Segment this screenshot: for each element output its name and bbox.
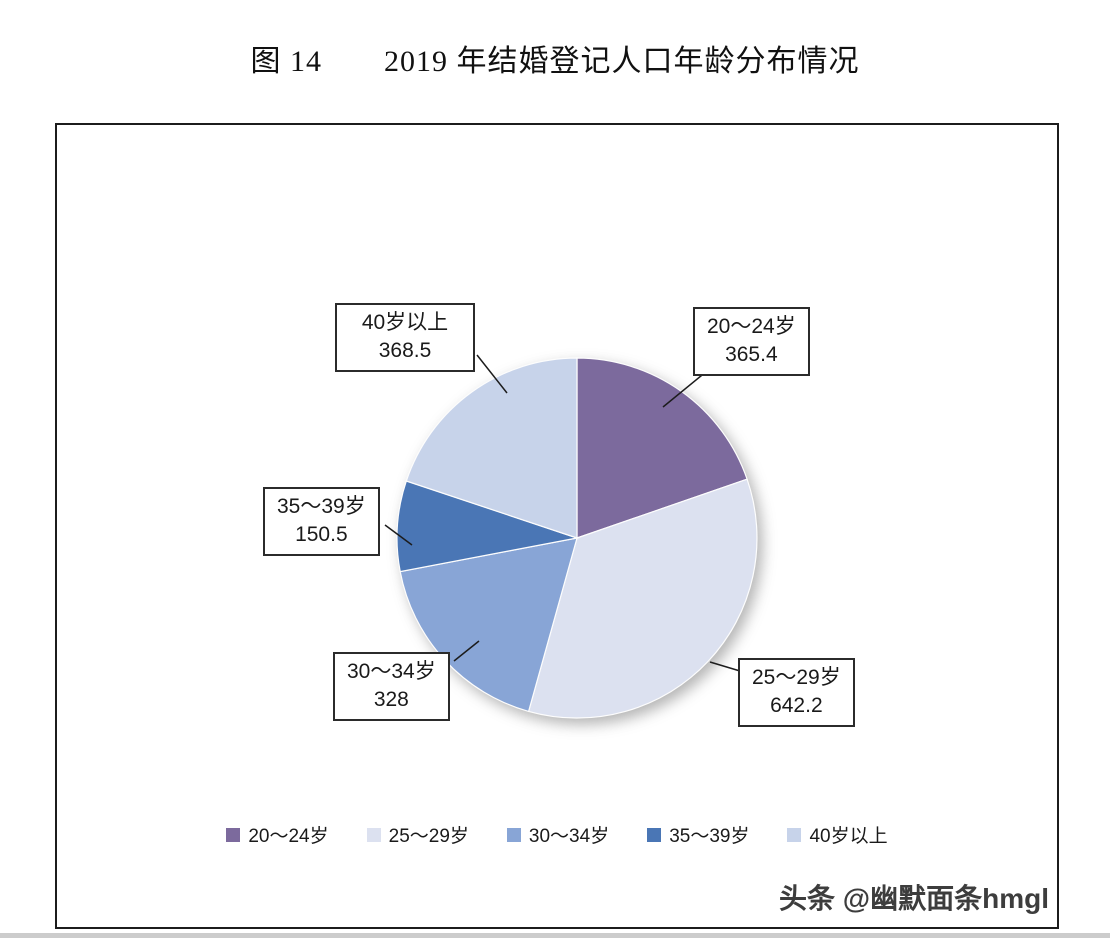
callout-label: 25～29岁 <box>752 666 841 689</box>
callout-label: 30～34岁 <box>347 660 436 683</box>
bottom-divider <box>0 933 1110 938</box>
callout-25-29: 25～29岁 642.2 <box>738 658 855 727</box>
callout-value: 150.5 <box>295 523 348 547</box>
callout-value: 642.2 <box>770 694 823 718</box>
legend-label: 30～34岁 <box>528 826 610 847</box>
pie-chart-svg <box>384 354 758 719</box>
callout-leader-line <box>453 640 480 662</box>
legend-label: 40岁以上 <box>809 826 888 847</box>
legend-swatch <box>506 827 521 842</box>
callout-40-plus: 40岁以上 368.5 <box>335 303 475 372</box>
legend-label: 20～24岁 <box>248 826 329 847</box>
watermark: 头条 @幽默面条hmgl <box>779 883 1049 914</box>
legend-item-1: 20～24岁 <box>226 821 329 848</box>
chart-frame: 40岁以上 368.5 20～24岁 365.4 35～39岁 150.5 30… <box>55 123 1059 929</box>
callout-leader-line <box>709 661 741 672</box>
callout-30-34: 30～34岁 328 <box>333 652 450 721</box>
callout-value: 368.5 <box>378 339 432 363</box>
legend-item-4: 35～39岁 <box>647 821 749 848</box>
callout-label: 40岁以上 <box>361 311 449 334</box>
callout-leader-line <box>476 354 508 394</box>
pie-group <box>396 357 758 719</box>
callout-value: 328 <box>373 688 409 712</box>
figure-title: 图 14 2019 年结婚登记人口年龄分布情况 <box>250 45 860 78</box>
callout-35-39: 35～39岁 150.5 <box>263 487 380 556</box>
legend-item-2: 25～29岁 <box>366 821 469 848</box>
legend-item-3: 30～34岁 <box>506 821 610 848</box>
legend: 20～24岁 25～29岁 30～34岁 35～39岁 40岁以上 <box>57 821 1057 848</box>
callout-label: 35～39岁 <box>277 495 366 518</box>
pie-slice-5 <box>405 357 578 539</box>
callout-label: 20～24岁 <box>707 315 796 338</box>
legend-swatch <box>647 827 662 842</box>
callout-leader-line <box>662 370 708 408</box>
legend-swatch <box>787 827 802 842</box>
legend-swatch <box>226 827 241 842</box>
pie-slice-2 <box>527 478 758 719</box>
legend-swatch <box>366 827 381 842</box>
legend-label: 35～39岁 <box>669 826 750 847</box>
pie-slice-4 <box>396 480 580 573</box>
legend-item-5: 40岁以上 <box>787 821 888 848</box>
callout-value: 365.4 <box>725 343 778 367</box>
callout-20-24: 20～24岁 365.4 <box>693 307 810 376</box>
callout-leader-line <box>384 524 413 546</box>
legend-label: 25～29岁 <box>388 826 469 847</box>
